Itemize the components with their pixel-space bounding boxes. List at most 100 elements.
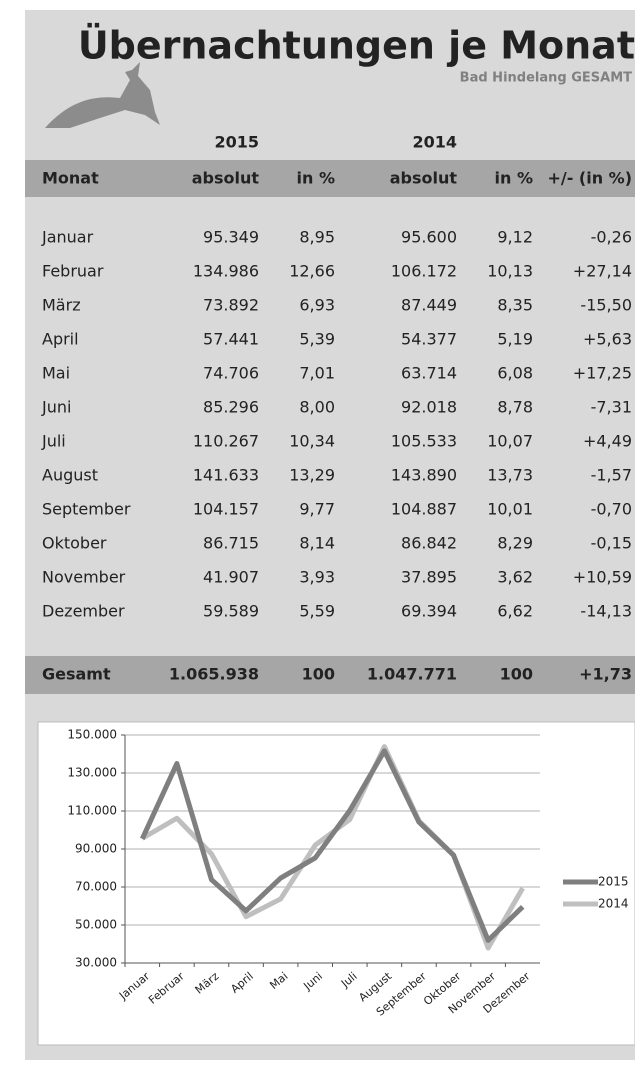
- cell: Februar: [42, 262, 104, 281]
- y-tick-label: 150.000: [67, 728, 117, 742]
- column-header: +/- (in %): [547, 169, 632, 188]
- cell: 143.890: [391, 466, 457, 485]
- cell: 92.018: [401, 398, 457, 417]
- header-band: [25, 160, 635, 197]
- cell: 8,35: [497, 296, 533, 315]
- cell: 86.715: [203, 534, 259, 553]
- cell: 104.157: [193, 500, 259, 519]
- cell: 95.349: [203, 228, 259, 247]
- cell: 9,77: [299, 500, 335, 519]
- cell: 5,59: [299, 602, 335, 621]
- cell: 104.887: [391, 500, 457, 519]
- cell: Dezember: [42, 602, 125, 621]
- total-cell: 1.047.771: [367, 665, 457, 684]
- year-label: 2015: [214, 133, 259, 152]
- cell: November: [42, 568, 126, 587]
- cell: 8,14: [299, 534, 335, 553]
- cell: 8,95: [299, 228, 335, 247]
- cell: 87.449: [401, 296, 457, 315]
- cell: 3,93: [299, 568, 335, 587]
- cell: -15,50: [580, 296, 632, 315]
- column-header: absolut: [390, 169, 458, 188]
- chart-box: [37, 721, 635, 1046]
- cell: 57.441: [203, 330, 259, 349]
- legend-label: 2014: [598, 897, 629, 911]
- cell: 37.895: [401, 568, 457, 587]
- cell: Mai: [42, 364, 70, 383]
- cell: 13,29: [289, 466, 335, 485]
- column-header: absolut: [192, 169, 260, 188]
- cell: +17,25: [573, 364, 632, 383]
- cell: Juli: [41, 432, 66, 451]
- total-band: [25, 656, 635, 694]
- cell: 69.394: [401, 602, 457, 621]
- y-tick-label: 70.000: [75, 880, 117, 894]
- total-cell: +1,73: [579, 665, 632, 684]
- cell: 12,66: [289, 262, 335, 281]
- cell: 41.907: [203, 568, 259, 587]
- cell: 8,29: [497, 534, 533, 553]
- cell: -7,31: [591, 398, 632, 417]
- cell: 141.633: [193, 466, 259, 485]
- column-header: in %: [297, 169, 335, 188]
- table: 2015 2014 Monat absolut in % absolut in % +/- (…: [41, 133, 632, 684]
- cell: März: [42, 296, 81, 315]
- cell: 6,62: [497, 602, 533, 621]
- logo: [45, 62, 160, 128]
- cell: -1,57: [591, 466, 632, 485]
- cell: -0,15: [591, 534, 632, 553]
- cell: 10,01: [487, 500, 533, 519]
- cell: 134.986: [193, 262, 259, 281]
- legend-label: 2015: [598, 875, 629, 889]
- cell: -0,26: [591, 228, 632, 247]
- cell: 5,39: [299, 330, 335, 349]
- y-tick-label: 50.000: [75, 918, 117, 932]
- y-tick-label: 90.000: [75, 842, 117, 856]
- cell: 10,34: [289, 432, 335, 451]
- cell: 105.533: [391, 432, 457, 451]
- cell: 10,07: [487, 432, 533, 451]
- y-tick-label: 130.000: [67, 766, 117, 780]
- total-cell: 100: [500, 665, 533, 684]
- cell: 6,08: [497, 364, 533, 383]
- column-header: Monat: [42, 169, 99, 188]
- cell: 6,93: [299, 296, 335, 315]
- cell: Januar: [41, 228, 94, 247]
- y-tick-label: 110.000: [67, 804, 117, 818]
- cell: 8,78: [497, 398, 533, 417]
- cell: 3,62: [497, 568, 533, 587]
- total-cell: Gesamt: [42, 665, 111, 684]
- series-line: [140, 748, 525, 943]
- cell: 7,01: [299, 364, 335, 383]
- subtitle: Bad Hindelang GESAMT: [460, 71, 632, 86]
- y-tick-label: 30.000: [75, 956, 117, 970]
- column-header: in %: [495, 169, 533, 188]
- cell: 86.842: [401, 534, 457, 553]
- cell: Juni: [41, 398, 71, 417]
- cell: 73.892: [203, 296, 259, 315]
- cell: Oktober: [42, 534, 107, 553]
- cell: +27,14: [573, 262, 632, 281]
- cell: 74.706: [203, 364, 259, 383]
- year-label: 2014: [412, 133, 457, 152]
- cell: 85.296: [203, 398, 259, 417]
- cell: 63.714: [401, 364, 457, 383]
- cell: 106.172: [391, 262, 457, 281]
- cell: 95.600: [401, 228, 457, 247]
- cell: -0,70: [591, 500, 632, 519]
- cell: -14,13: [580, 602, 632, 621]
- total-cell: 1.065.938: [169, 665, 259, 684]
- cell: September: [42, 500, 131, 519]
- cell: +10,59: [573, 568, 632, 587]
- cell: 13,73: [487, 466, 533, 485]
- cell: 5,19: [497, 330, 533, 349]
- title: Übernachtungen je Monat: [78, 24, 635, 68]
- total-cell: 100: [302, 665, 335, 684]
- cell: 54.377: [401, 330, 457, 349]
- cell: 8,00: [299, 398, 335, 417]
- logo-shape: [45, 62, 160, 128]
- cell: 110.267: [193, 432, 259, 451]
- cell: 59.589: [203, 602, 259, 621]
- cell: April: [42, 330, 79, 349]
